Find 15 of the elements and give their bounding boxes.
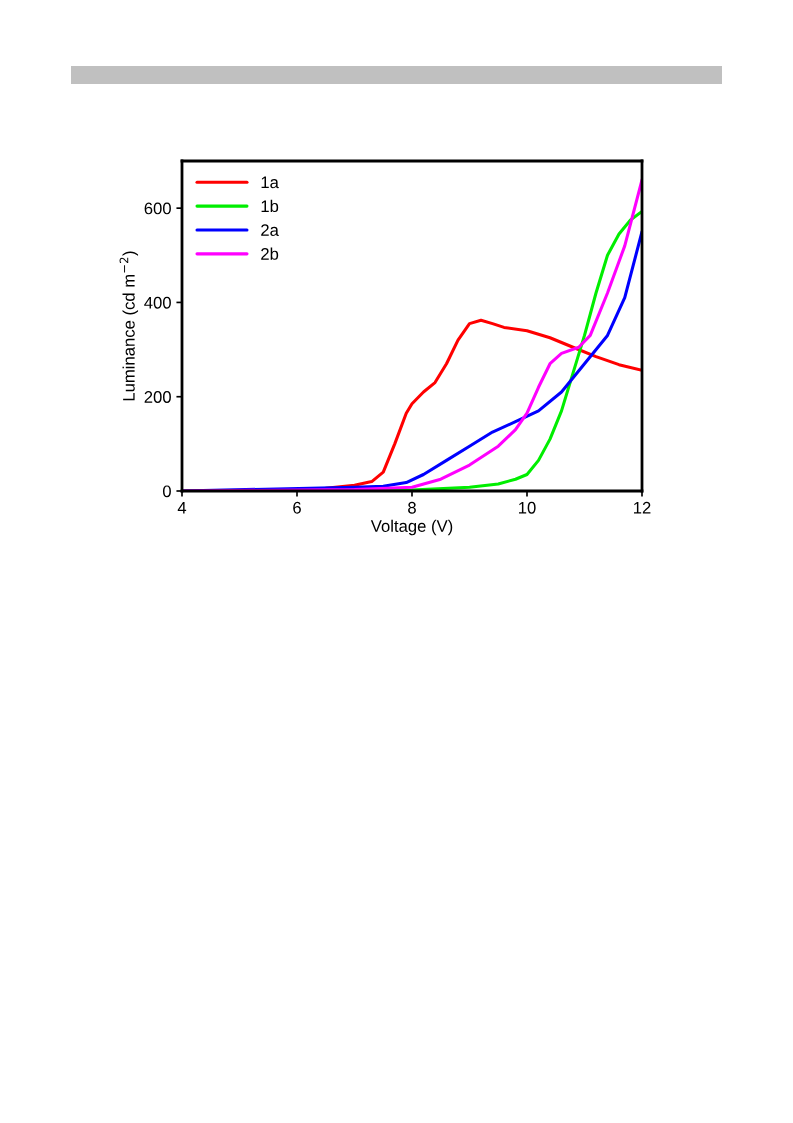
x-tick-label: 10: [519, 501, 536, 514]
x-tick-label: 12: [634, 501, 651, 514]
legend-label: 2b: [261, 247, 279, 260]
x-axis-title: Voltage (V): [370, 519, 453, 536]
y-tick-label: 200: [144, 391, 171, 403]
y-tick-label: 0: [162, 485, 171, 498]
legend-label: 1a: [261, 176, 279, 189]
x-tick-label: 4: [177, 502, 187, 514]
y-tick-label: 600: [144, 202, 171, 215]
y-axis-title: Luminance (cd m$^{−2}$): [119, 251, 139, 401]
legend-label: 1b: [261, 199, 279, 213]
x-tick-label: 6: [293, 501, 301, 514]
legend-label: 2a: [261, 224, 279, 236]
x-tick-label: 8: [408, 501, 416, 514]
y-tick-label: 400: [144, 296, 171, 309]
